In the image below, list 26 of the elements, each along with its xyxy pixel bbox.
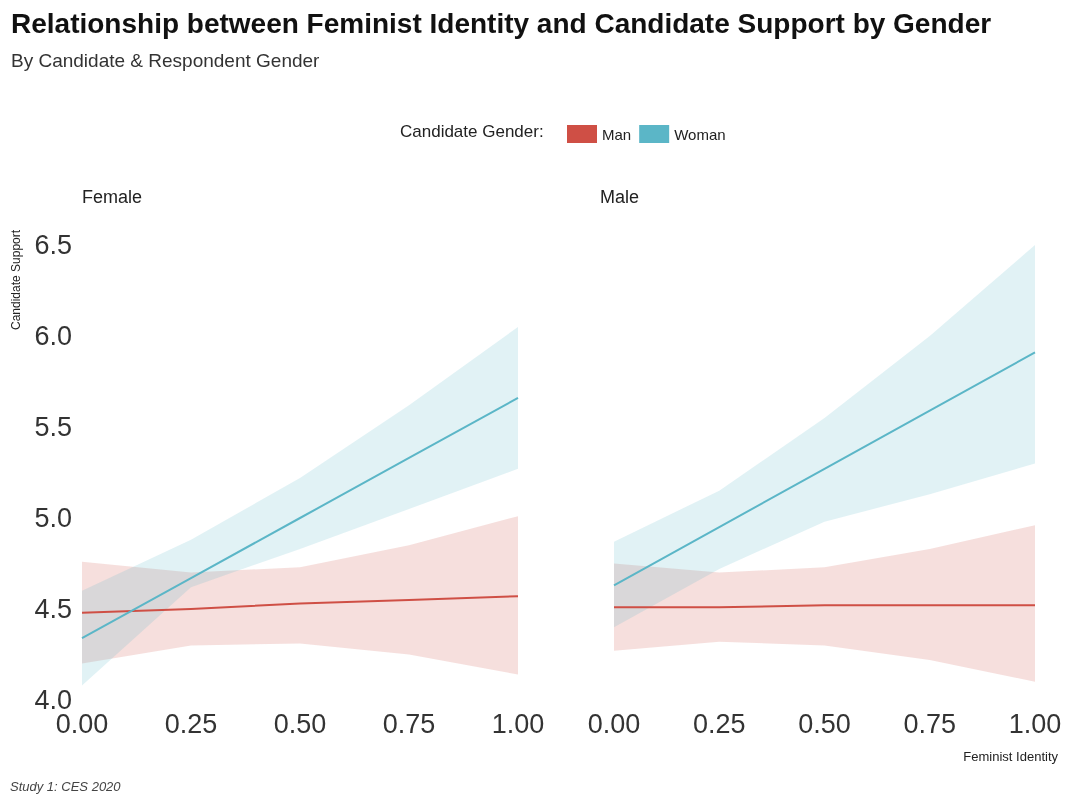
text: Study 1: CES 2020: [10, 779, 122, 794]
x-tick-label: 0.50: [273, 708, 327, 739]
x-tick-label: 0.75: [903, 708, 957, 739]
y-tick-label: 6.0: [34, 321, 72, 351]
legend-label: Woman: [674, 125, 726, 143]
x-axis-title: Feminist Identity: [963, 749, 1059, 764]
line-series: [81, 396, 519, 640]
x-tick-label: 0.25: [692, 708, 746, 739]
text: Female: [82, 187, 143, 207]
y-axis-title: Candidate Support: [9, 229, 23, 330]
x-tick-label: 0.00: [587, 708, 641, 739]
y-tick-label: 6.5: [34, 230, 72, 260]
legend-label: Man: [602, 125, 632, 143]
chart-subtitle: By Candidate & Respondent Gender: [11, 50, 321, 71]
y-tick-label: 4.5: [34, 594, 72, 624]
chart-title: Relationship between Feminist Identity and Candidate Support by Gender: [11, 7, 992, 39]
text: Male: [600, 187, 640, 207]
y-tick-label: 5.5: [34, 412, 72, 442]
x-tick-label: 1.00: [1008, 708, 1062, 739]
x-tick-label: 0.50: [798, 708, 851, 739]
x-tick-label: 1.00: [491, 708, 545, 739]
x-tick-label: 0.25: [164, 708, 218, 739]
line-series: [81, 595, 519, 614]
x-tick-label: 0.75: [382, 708, 436, 739]
y-tick-label: 5.0: [34, 503, 72, 533]
legend-title: Candidate Gender:: [400, 122, 544, 141]
